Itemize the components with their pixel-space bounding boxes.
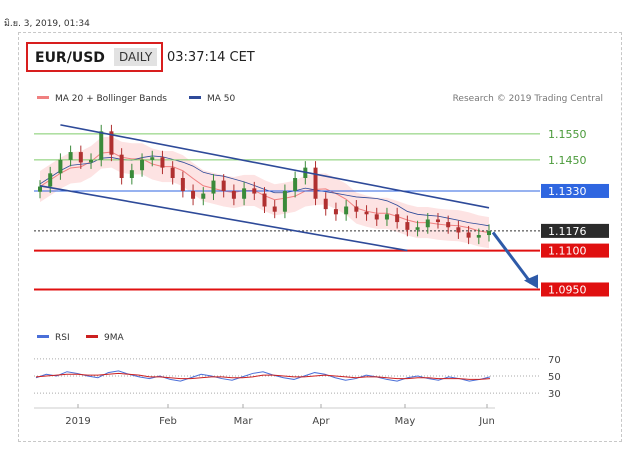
candle-body (180, 178, 185, 191)
level-box-1.1176 (541, 223, 609, 238)
level-label-1.1100: 1.1100 (548, 245, 587, 258)
x-tick-label: May (395, 416, 416, 427)
candle-body (476, 235, 481, 238)
x-tick-label: Jun (478, 416, 495, 427)
rsi-ma-legend-swatch (86, 335, 98, 338)
candle-body (211, 180, 216, 194)
rsi-tick-label: 50 (548, 372, 561, 383)
candle-body (487, 230, 491, 236)
x-tick-label: Apr (312, 416, 330, 427)
candle-body (109, 131, 114, 155)
level-label-1.1550: 1.1550 (548, 128, 587, 141)
candle-body (191, 190, 196, 199)
candle-body (272, 206, 277, 212)
candle-body (170, 167, 175, 178)
candle-body (344, 206, 349, 215)
candle-body (323, 198, 328, 210)
level-box-1.1100 (541, 243, 609, 258)
level-box-1.1330 (541, 183, 609, 198)
channel-lower-line (39, 184, 408, 252)
candle-body (333, 209, 338, 215)
candle-body (364, 211, 369, 215)
candle-body (231, 190, 236, 199)
candle-body (58, 159, 63, 174)
candle-body (89, 159, 94, 163)
candle-body (201, 193, 206, 199)
ma50-legend-label: MA 50 (207, 94, 236, 104)
candle-body (293, 178, 298, 191)
candle-body (160, 157, 165, 168)
rsi-ma-legend-label: 9MA (104, 333, 124, 343)
candle-body (242, 188, 247, 199)
bearish-arrow-shaft (491, 231, 533, 284)
candle-body (384, 214, 389, 220)
x-tick-label: Mar (234, 416, 254, 427)
chart-time: 03:37:14 CET (167, 50, 255, 65)
ma50-legend-swatch (189, 96, 201, 99)
candle-body (446, 222, 451, 228)
rsi-tick-label: 30 (548, 389, 561, 400)
x-tick-label: Feb (159, 416, 177, 427)
candle-body (354, 206, 359, 212)
candle-body (38, 186, 42, 192)
timestamp: มิ.ย. 3, 2019, 01:34 (4, 19, 90, 29)
candle-body (405, 222, 410, 230)
candle-body (221, 180, 226, 191)
candle-body (119, 154, 124, 178)
rsi-tick-label: 70 (548, 355, 561, 366)
candle-body (425, 219, 430, 228)
candle-body (140, 159, 145, 171)
candle-body (435, 219, 440, 223)
level-label-1.1176: 1.1176 (548, 225, 587, 238)
chart-frame (18, 32, 622, 442)
symbol-label: EUR/USD (35, 50, 105, 66)
candle-body (99, 131, 104, 160)
candle-body (150, 157, 155, 160)
level-box-1.0950 (541, 282, 609, 297)
credit-label: Research © 2019 Trading Central (453, 94, 603, 104)
rsi-series-9MA (35, 372, 491, 380)
chart-header: EUR/USD DAILY (26, 42, 163, 72)
x-tick-label: 2019 (65, 416, 90, 427)
candle-body (282, 190, 287, 212)
bearish-arrow-head (524, 274, 538, 289)
candle-body (415, 227, 420, 230)
rsi-legend-swatch (37, 335, 49, 338)
candle-body (262, 193, 267, 207)
channel-upper-line (60, 124, 490, 209)
candle-body (252, 188, 257, 194)
candle-body (374, 214, 379, 220)
level-label-1.0950: 1.0950 (548, 283, 587, 296)
ma20-legend-swatch (37, 96, 49, 99)
candle-body (395, 214, 400, 223)
candle-body (78, 152, 83, 163)
rsi-legend-label: RSI (55, 333, 70, 343)
ma20-legend-label: MA 20 + Bollinger Bands (55, 94, 167, 104)
candle-body (68, 152, 73, 160)
candle-body (48, 173, 53, 187)
timeframe-badge[interactable]: DAILY (114, 48, 158, 66)
candle-body (129, 170, 134, 178)
level-label-1.1450: 1.1450 (548, 154, 587, 167)
candle-body (456, 227, 461, 233)
candle-body (313, 167, 318, 199)
rsi-series-RSI (35, 370, 491, 382)
level-label-1.1330: 1.1330 (548, 185, 587, 198)
candle-body (466, 232, 471, 238)
